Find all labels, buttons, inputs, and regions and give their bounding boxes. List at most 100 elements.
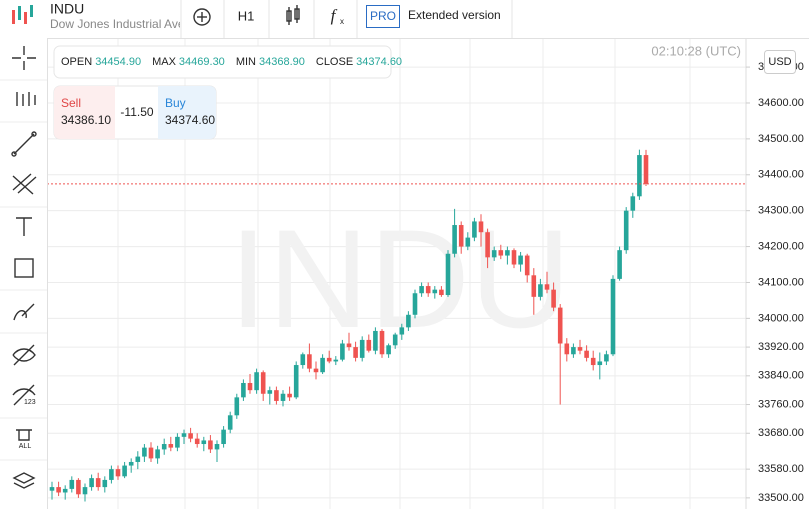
- toolbar-icons: [0, 79, 47, 461]
- candle-body: [630, 196, 636, 211]
- candle-body: [472, 221, 477, 238]
- candle-body: [128, 461, 134, 466]
- svg-text:ALL: ALL: [19, 443, 32, 450]
- shape-tool[interactable]: [14, 258, 34, 278]
- candle-body: [201, 440, 207, 445]
- ohlc-value: 34368.90: [259, 56, 305, 68]
- candle-body: [465, 237, 471, 247]
- channel-tool[interactable]: [12, 173, 37, 195]
- y-tick-label: 34500.00: [758, 133, 804, 145]
- candle-body: [425, 286, 431, 294]
- delete-tool[interactable]: ALL: [16, 429, 32, 450]
- candle-body: [340, 343, 345, 360]
- candle-body: [82, 487, 88, 495]
- ohlc-panel: OPEN 34454.90 MAX 34469.30 MIN 34368.90 CLOSE 3…: [53, 45, 402, 79]
- candle-body: [142, 447, 147, 457]
- trade-panel: Sell 34386.10 -11.50 Buy 34374.60: [53, 85, 217, 140]
- svg-text:123: 123: [24, 399, 36, 406]
- add-button[interactable]: [193, 8, 211, 26]
- candle-body: [564, 343, 570, 355]
- candle-body: [498, 250, 504, 256]
- pro-button[interactable]: PRO: [366, 5, 400, 28]
- candle-body: [76, 479, 81, 495]
- buy-button[interactable]: [158, 86, 216, 139]
- top-bar: [0, 0, 809, 38]
- sell-button[interactable]: [54, 86, 115, 139]
- y-tick-label: 33760.00: [758, 398, 804, 410]
- candle-body: [531, 275, 537, 297]
- candle-body: [373, 330, 378, 351]
- candle-body: [168, 444, 174, 448]
- candle-body: [326, 357, 332, 362]
- candle-body: [452, 225, 457, 254]
- candle-body: [439, 289, 444, 296]
- candle-body: [293, 365, 299, 398]
- svg-text:x: x: [340, 17, 344, 26]
- left-toolbar: [0, 38, 47, 509]
- candle-body: [637, 155, 642, 197]
- hide-tool[interactable]: [12, 344, 36, 366]
- candle-body: [551, 289, 556, 308]
- ohlc-label: OPEN: [61, 56, 92, 68]
- candle-body: [386, 345, 391, 355]
- candle-body: [577, 347, 583, 351]
- extended-version[interactable]: Extended version: [408, 8, 501, 22]
- timeframe-button[interactable]: H1: [238, 8, 255, 23]
- candle-body: [518, 255, 523, 265]
- symbol: INDU: [50, 1, 84, 17]
- sell-price: 34386.10: [61, 113, 111, 127]
- currency-button[interactable]: USD: [764, 50, 796, 74]
- clock: 02:10:28 (UTC): [651, 43, 741, 58]
- candle-body: [181, 433, 187, 437]
- price-axis: 33500.00 33580.00 33680.00 33760.00 33840.00…: [746, 61, 804, 504]
- candle-body: [267, 390, 273, 394]
- indicator-tool[interactable]: [16, 92, 36, 106]
- candle-body: [175, 436, 180, 448]
- candle-body: [406, 314, 411, 328]
- candle-body: [89, 478, 94, 488]
- y-tick-label: 33920.00: [758, 341, 804, 353]
- candle-body: [307, 354, 312, 369]
- candle-body: [135, 456, 141, 462]
- layers-tool[interactable]: [12, 472, 36, 489]
- symbol-name: Dow Jones Industrial Average: [50, 17, 209, 31]
- ohlc-value: 34454.90: [95, 56, 141, 68]
- candle-body: [524, 255, 530, 276]
- y-tick-label: 34100.00: [758, 276, 804, 288]
- candle-body: [122, 465, 127, 477]
- y-tick-label: 33500.00: [758, 492, 804, 504]
- candle-body: [544, 284, 550, 290]
- line-tool[interactable]: [11, 131, 37, 157]
- y-tick-label: 33840.00: [758, 370, 804, 382]
- candle-body: [227, 415, 233, 430]
- candle-body: [379, 330, 385, 355]
- candle-body: [412, 293, 418, 315]
- brush-tool[interactable]: [13, 303, 35, 321]
- logo: [12, 5, 33, 24]
- spread: -11.50: [120, 105, 153, 119]
- candle-body: [260, 372, 266, 394]
- pro-label: PRO: [370, 9, 396, 23]
- candle-body: [214, 444, 220, 450]
- candle-body: [287, 393, 292, 398]
- candle-body: [571, 347, 576, 355]
- candle-body: [511, 250, 517, 265]
- hide-labels-tool[interactable]: 123: [12, 384, 36, 406]
- crosshair-tool[interactable]: [12, 46, 36, 70]
- text-tool[interactable]: [16, 217, 32, 236]
- chart-type-button[interactable]: [286, 5, 300, 25]
- candle-body: [280, 393, 286, 401]
- candle-body: [188, 433, 193, 439]
- candle-body: [419, 286, 424, 294]
- candle-body: [56, 487, 61, 493]
- candle-body: [610, 278, 616, 355]
- candle-body: [505, 250, 510, 256]
- candle-body: [643, 155, 649, 184]
- candle-body: [148, 447, 154, 459]
- candle-body: [95, 478, 101, 488]
- candle-body: [538, 284, 543, 297]
- candle-body: [590, 357, 596, 366]
- candle-body: [604, 354, 609, 362]
- currency: USD: [768, 56, 791, 68]
